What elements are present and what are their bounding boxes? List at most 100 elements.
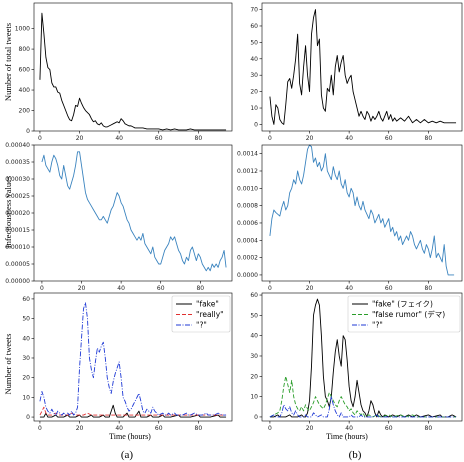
x-tick-label: 60: [385, 285, 393, 292]
x-tick-label: 80: [195, 135, 203, 142]
x-tick-label: 0: [40, 285, 44, 292]
y-tick-label: 0.00035: [5, 159, 30, 166]
y-tick-label: 1000: [15, 26, 30, 33]
y-tick-label: 0: [254, 414, 258, 421]
y-tick-label: 50: [22, 316, 30, 323]
chart-panel-a3-keyword-tweets: 0 20 40 60 80 0 10 20 30 40 50 60 "fake""really" "?": [22, 292, 233, 432]
y-tick-label: 40: [250, 56, 258, 63]
x-tick-label: 80: [195, 425, 203, 432]
y-tick-label: 0.00020: [5, 210, 30, 217]
x-tick-label: 80: [425, 285, 433, 292]
y-tick-label: 0: [26, 414, 30, 421]
y-tick-label: 0: [26, 128, 30, 135]
y-tick-label: 0.0002: [237, 255, 258, 262]
y-tick-label: 40: [22, 335, 30, 342]
y-tick-label: 20: [250, 373, 258, 380]
y-tick-label: 0.0000: [237, 272, 258, 279]
x-tick-label: 60: [385, 425, 393, 432]
y-tick-label: 0.0006: [237, 220, 258, 227]
y-tick-label: 800: [19, 46, 31, 53]
y-tick-label: 60: [22, 296, 30, 303]
y-tick-label: 0.0014: [237, 151, 258, 158]
y-tick-label: 50: [250, 39, 258, 46]
x-tick-label: 0: [268, 425, 272, 432]
y-tick-label: 0.00000: [5, 278, 30, 285]
series-line-a3-0: [39, 404, 227, 418]
y-tick-label: 0.00030: [5, 176, 30, 183]
series-line-a1-0: [39, 12, 227, 131]
y-tick-label: 600: [19, 67, 31, 74]
plot-frame-a1: [33, 2, 233, 132]
x-tick-label: 80: [425, 135, 433, 142]
ylabel-row3: Number of tweets: [3, 334, 13, 395]
x-tick-label: 0: [268, 135, 272, 142]
y-tick-label: 20: [22, 375, 30, 382]
chart-panel-a2-infectiousness: 0 20 40 60 80 0.00000 0.00005 0.00010 0.00015 0.0…: [5, 142, 233, 292]
series-line-a3-2: [39, 302, 227, 416]
series-line-b1-0: [269, 9, 457, 125]
xlabel-right: Time (hours): [326, 432, 368, 441]
legend-label: "?": [372, 321, 383, 330]
y-tick-label: 10: [22, 394, 30, 401]
y-tick-label: 40: [250, 333, 258, 340]
y-tick-label: 0.00015: [5, 227, 30, 234]
legend-label: "fake" (フェイク): [372, 300, 433, 309]
legend-label: "false rumor" (デマ): [372, 309, 445, 319]
x-tick-label: 20: [78, 285, 86, 292]
y-tick-label: 0.0010: [237, 185, 258, 192]
ylabel-row1: Number of total tweets: [3, 23, 13, 101]
legend-b3: "fake" (フェイク)"false rumor" (デマ) "?": [347, 295, 461, 333]
x-tick-label: 60: [155, 135, 163, 142]
legend-label: "really": [196, 310, 224, 319]
plot-frame-b3: [261, 292, 463, 422]
caption-left: (a): [121, 449, 134, 461]
y-tick-label: 0.0008: [237, 203, 258, 210]
y-tick-label: 30: [250, 72, 258, 79]
x-tick-label: 40: [345, 285, 353, 292]
y-tick-label: 200: [19, 108, 31, 115]
legend-label: "?": [196, 321, 207, 330]
x-tick-label: 20: [306, 425, 314, 432]
chart-panel-b1-total-tweets: 0 20 40 60 80 0 10 20 30 40 50 60 70: [250, 2, 463, 142]
x-tick-label: 40: [345, 135, 353, 142]
y-tick-label: 0.00005: [5, 261, 30, 268]
y-tick-label: 0: [254, 121, 258, 128]
x-tick-label: 0: [268, 285, 272, 292]
y-tick-label: 0.0012: [237, 168, 258, 175]
x-tick-label: 80: [196, 285, 204, 292]
y-tick-label: 0.00025: [5, 193, 30, 200]
y-tick-label: 50: [250, 312, 258, 319]
x-tick-label: 60: [157, 285, 165, 292]
ylabel-row2: Infectiousness values: [3, 176, 13, 248]
y-tick-label: 30: [22, 355, 30, 362]
chart-panel-b2-infectiousness: 0 20 40 60 80 0.0000 0.0002 0.0004 0.0006 0.0008 0…: [237, 144, 463, 292]
legend-a3: "fake""really" "?": [171, 295, 231, 333]
x-tick-label: 60: [155, 425, 163, 432]
y-tick-label: 0.0004: [237, 237, 258, 244]
x-tick-label: 60: [385, 135, 393, 142]
legend-box: [347, 295, 461, 333]
y-tick-label: 10: [250, 105, 258, 112]
y-tick-label: 400: [19, 87, 31, 94]
x-tick-label: 40: [117, 285, 125, 292]
x-tick-label: 20: [76, 425, 84, 432]
legend-box: [171, 295, 231, 333]
x-tick-label: 40: [115, 425, 123, 432]
y-tick-label: 70: [250, 7, 258, 14]
plot-frame-b1: [261, 2, 463, 132]
x-tick-label: 20: [306, 285, 314, 292]
y-tick-label: 10: [250, 394, 258, 401]
x-tick-label: 20: [306, 135, 314, 142]
x-tick-label: 80: [425, 425, 433, 432]
y-tick-label: 60: [250, 23, 258, 30]
y-tick-label: 0.00040: [5, 142, 30, 149]
x-tick-label: 20: [76, 135, 84, 142]
x-tick-label: 0: [38, 425, 42, 432]
y-tick-label: 60: [250, 292, 258, 299]
chart-panel-b3-keyword-tweets: 0 20 40 60 80 0 10 20 30 40 50 60 "fake" (フェイク)"fals…: [250, 292, 463, 432]
y-tick-label: 20: [250, 89, 258, 96]
plot-frame-b2: [261, 144, 463, 282]
legend-label: "fake": [196, 300, 219, 309]
y-tick-label: 30: [250, 353, 258, 360]
